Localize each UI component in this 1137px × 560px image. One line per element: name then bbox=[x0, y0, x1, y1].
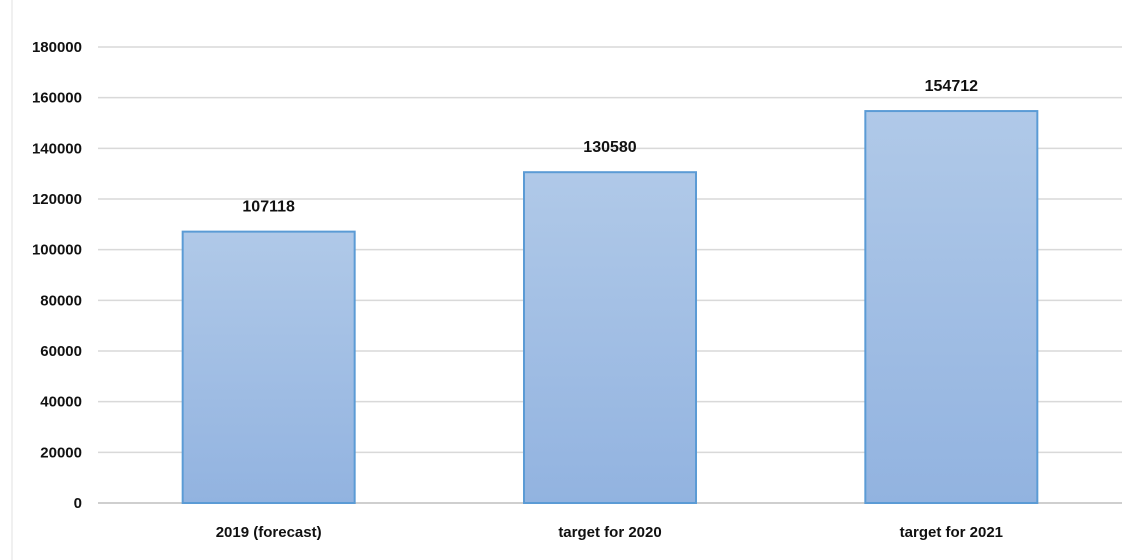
y-tick-label: 40000 bbox=[40, 394, 82, 411]
x-tick-label: target for 2021 bbox=[900, 524, 1003, 541]
bars bbox=[181, 110, 1039, 505]
data-label: 154712 bbox=[925, 78, 978, 95]
data-label: 130580 bbox=[583, 139, 636, 156]
y-tick-label: 0 bbox=[74, 495, 82, 512]
y-tick-label: 80000 bbox=[40, 292, 82, 309]
x-tick-label: 2019 (forecast) bbox=[216, 524, 322, 541]
x-axis-category-labels: 2019 (forecast) target for 2020 target for… bbox=[216, 524, 1003, 541]
data-label: 107118 bbox=[242, 199, 295, 216]
y-tick-label: 160000 bbox=[32, 90, 82, 107]
y-tick-label: 140000 bbox=[32, 140, 82, 157]
x-tick-label: target for 2020 bbox=[558, 524, 661, 541]
bar bbox=[523, 171, 697, 504]
bar bbox=[181, 230, 356, 504]
y-tick-label: 180000 bbox=[32, 39, 82, 56]
data-labels: 107118 130580 154712 bbox=[242, 78, 978, 216]
bar bbox=[864, 110, 1039, 505]
y-tick-label: 120000 bbox=[32, 191, 82, 208]
y-tick-label: 20000 bbox=[40, 444, 82, 461]
y-axis-tick-labels: 0 20000 40000 60000 80000 100000 120000 140000 1… bbox=[32, 39, 82, 512]
y-tick-label: 60000 bbox=[40, 343, 82, 360]
y-tick-label: 100000 bbox=[32, 242, 82, 259]
